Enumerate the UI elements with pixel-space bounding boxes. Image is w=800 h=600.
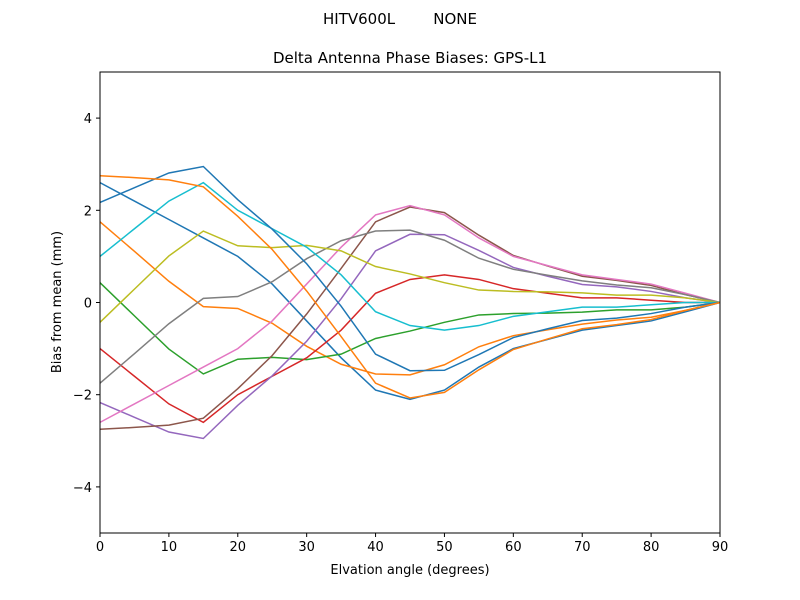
x-tick-label: 10: [161, 540, 178, 555]
data-line: [99, 204, 721, 424]
chart-title: Delta Antenna Phase Biases: GPS-L1: [273, 49, 547, 67]
data-line: [99, 206, 721, 431]
x-tick-label: 50: [436, 540, 453, 555]
x-tick-label: 40: [367, 540, 384, 555]
y-tick-label: −2: [73, 389, 92, 404]
x-tick-label: 0: [96, 540, 104, 555]
x-tick-label: 30: [298, 540, 315, 555]
data-line: [99, 229, 721, 384]
plot-frame: [99, 71, 721, 534]
y-tick-label: 2: [84, 204, 92, 219]
y-tick-label: −4: [73, 481, 92, 496]
data-line: [99, 165, 721, 372]
x-tick-label: 80: [643, 540, 660, 555]
data-line: [99, 221, 721, 376]
data-line: [99, 174, 721, 399]
chart-suptitle: HITV600L NONE: [323, 10, 477, 28]
x-tick-label: 60: [505, 540, 522, 555]
x-tick-label: 90: [712, 540, 729, 555]
x-axis-label: Elvation angle (degrees): [330, 563, 489, 578]
y-axis-label: Bias from mean (mm): [50, 231, 65, 373]
data-line: [99, 181, 720, 331]
x-tick-label: 20: [230, 540, 247, 555]
data-line: [99, 181, 721, 401]
x-tick-label: 70: [574, 540, 591, 555]
data-line: [99, 230, 721, 323]
y-tick-label: 0: [84, 297, 92, 312]
data-line: [99, 233, 721, 440]
y-tick-label: 4: [84, 112, 92, 127]
data-line: [99, 282, 721, 375]
data-line: [99, 274, 720, 424]
